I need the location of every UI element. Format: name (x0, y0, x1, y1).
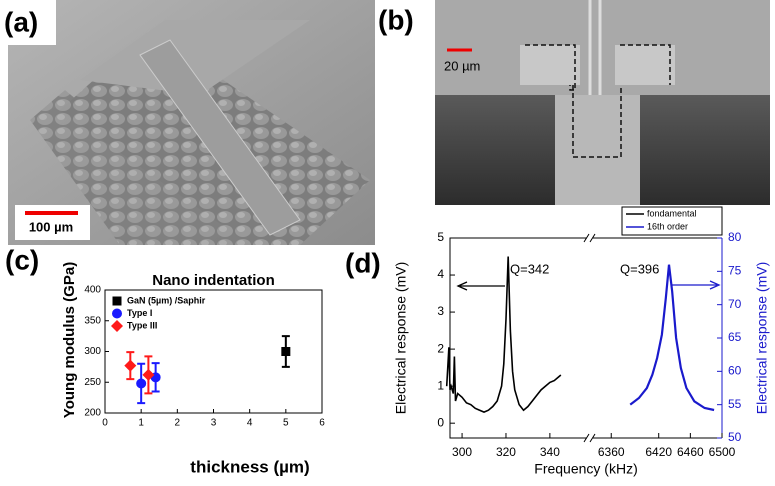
sem-image-a (8, 0, 375, 245)
sem-image-b (435, 0, 770, 205)
x-tick-label: 6 (319, 418, 325, 429)
y-tick-label: 250 (84, 377, 101, 388)
y-tick-label: 0 (437, 415, 444, 429)
axis-break (583, 433, 596, 443)
series-line (629, 264, 715, 412)
x-tick-label: 320 (496, 445, 516, 459)
x-tick-label: 2 (175, 418, 181, 429)
x-tick-label: 5 (283, 418, 289, 429)
panel-label: (d) (345, 247, 381, 278)
x-tick-label: 1 (138, 418, 144, 429)
y2-tick-label: 75 (728, 264, 742, 278)
y-tick-label: 350 (84, 315, 101, 326)
marker (281, 347, 291, 356)
scale-box (15, 205, 90, 240)
y-tick-label: 1 (437, 378, 444, 392)
annotation: Q=342 (510, 261, 549, 276)
y-tick-label: 4 (437, 267, 444, 281)
marker (124, 359, 137, 372)
x-tick-label: 6500 (709, 445, 736, 459)
scale-text: 20 µm (444, 58, 480, 73)
series-line (445, 256, 562, 413)
y-tick-label: 400 (84, 285, 101, 296)
x-tick-label: 340 (540, 445, 560, 459)
legend-label: Type III (127, 320, 157, 330)
plot-frame (449, 237, 722, 439)
chart-title: Nano indentation (152, 272, 275, 289)
y-tick-label: 200 (84, 408, 101, 419)
x-tick-label: 6360 (598, 445, 625, 459)
panel-label: (b) (378, 4, 414, 35)
y2-tick-label: 60 (728, 364, 742, 378)
x-tick-label: 3 (211, 418, 217, 429)
y-tick-label: 3 (437, 304, 444, 318)
x-tick-label: 4 (247, 418, 253, 429)
y-tick-label: 300 (84, 346, 101, 357)
marker (136, 378, 147, 389)
marker (142, 368, 155, 381)
panel-label: (a) (4, 6, 38, 37)
y-tick-label: 5 (437, 230, 444, 244)
x-tick-label: 6420 (645, 445, 672, 459)
arrow (672, 280, 721, 290)
x-tick-label: 300 (452, 445, 472, 459)
label-box (0, 0, 56, 45)
axis-break (583, 233, 596, 243)
panel-label: (c) (5, 244, 39, 275)
marker (112, 308, 122, 319)
y2-tick-label: 70 (728, 297, 742, 311)
legend-label: GaN (5µm) /Saphir (127, 295, 206, 305)
x-axis-label: thickness (µm) (190, 457, 309, 476)
arrow (456, 281, 505, 291)
y2-tick-label: 55 (728, 397, 742, 411)
marker (111, 320, 123, 332)
y-axis-label: Electrical response (mV) (393, 262, 409, 415)
y2-tick-label: 80 (728, 230, 742, 244)
legend-box (621, 206, 723, 236)
legend-label: Type I (127, 308, 152, 318)
y2-tick-label: 65 (728, 330, 742, 344)
y2-axis-label: Electrical response (mV) (754, 262, 770, 415)
x-tick-label: 0 (102, 418, 108, 429)
scale-text: 100 µm (29, 219, 73, 234)
y2-tick-label: 50 (728, 430, 742, 444)
legend-label: 16th order (647, 221, 688, 231)
x-tick-label: 6460 (677, 445, 704, 459)
y-tick-label: 2 (437, 341, 444, 355)
marker (112, 296, 122, 306)
y-axis-label: Young modulus (GPa) (61, 262, 78, 418)
x-axis-label: Frequency (kHz) (534, 461, 637, 477)
annotation: Q=396 (620, 261, 659, 276)
legend-label: fondamental (647, 208, 697, 218)
